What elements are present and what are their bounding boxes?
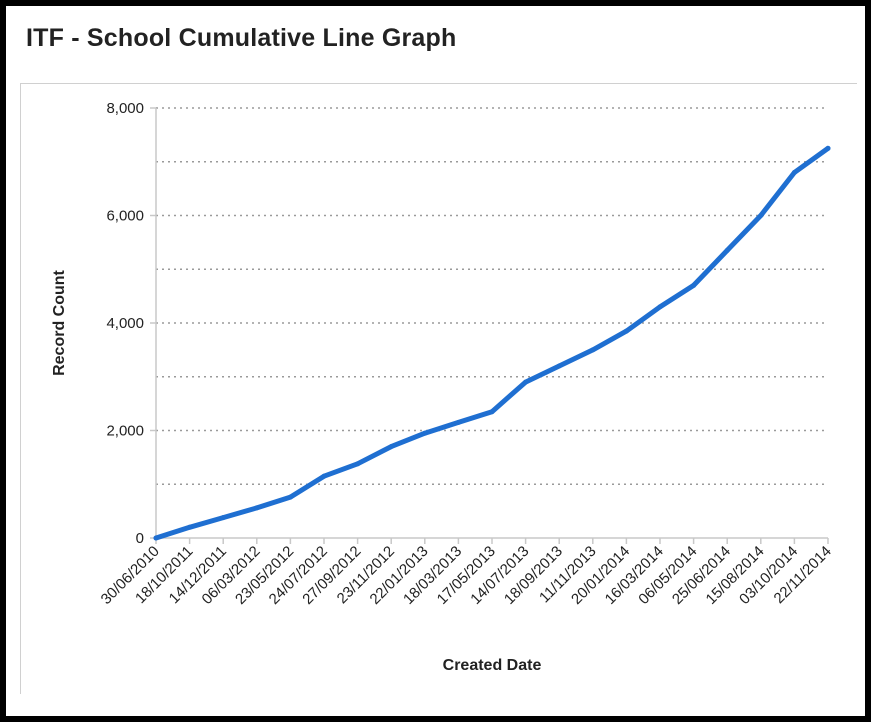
gridlines xyxy=(156,107,828,485)
data-point xyxy=(489,409,495,415)
data-point xyxy=(523,379,529,385)
data-point xyxy=(724,247,730,253)
chart-panel xyxy=(20,83,857,694)
data-point xyxy=(455,419,461,425)
data-point xyxy=(825,145,831,151)
data-point xyxy=(287,494,293,500)
y-axis-label: Record Count xyxy=(51,269,68,375)
data-point xyxy=(657,304,663,310)
data-point xyxy=(187,524,193,530)
y-tick-label: 0 xyxy=(136,530,144,547)
series-line xyxy=(153,145,831,541)
data-point xyxy=(691,282,697,288)
y-tick-label: 2,000 xyxy=(106,423,144,440)
y-tick-label: 6,000 xyxy=(106,208,144,225)
data-point xyxy=(422,430,428,436)
y-tick-labels: 0 2,000 4,000 6,000 8,000 xyxy=(106,100,156,547)
data-point xyxy=(321,473,327,479)
data-point xyxy=(623,328,629,334)
data-point xyxy=(355,461,361,467)
data-point xyxy=(758,213,764,218)
data-point xyxy=(254,505,260,511)
data-point xyxy=(388,444,394,450)
data-point xyxy=(153,535,159,541)
y-tick-label: 4,000 xyxy=(106,315,144,332)
chart-title: ITF - School Cumulative Line Graph xyxy=(26,24,457,52)
y-tick-label: 8,000 xyxy=(106,100,144,117)
x-tick-labels: 30/06/201018/10/201114/12/201106/03/2012… xyxy=(98,538,835,608)
data-point xyxy=(556,363,562,369)
data-point xyxy=(220,515,226,521)
series-points xyxy=(153,145,831,541)
data-point xyxy=(791,170,797,175)
x-axis-label: Created Date xyxy=(443,657,542,674)
data-point xyxy=(590,347,596,353)
line-chart: 0 2,000 4,000 6,000 8,000 30/06/201018/10/20… xyxy=(51,100,835,674)
